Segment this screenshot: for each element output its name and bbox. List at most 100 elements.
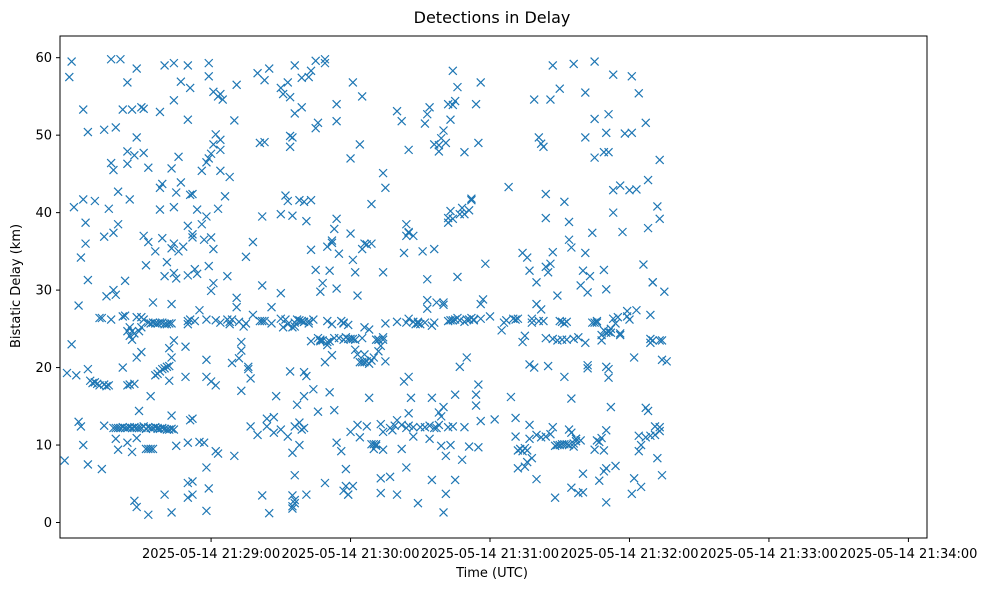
data-point <box>308 384 318 394</box>
data-point <box>511 413 521 423</box>
data-point <box>278 322 288 332</box>
data-point <box>439 126 448 135</box>
data-point <box>380 318 390 328</box>
data-point <box>132 433 142 443</box>
data-point <box>548 61 558 70</box>
data-point <box>188 232 197 242</box>
data-point <box>215 318 225 328</box>
data-point <box>113 445 123 455</box>
data-point <box>357 92 367 101</box>
data-point <box>511 432 521 441</box>
data-point <box>613 312 623 322</box>
data-point <box>157 233 167 243</box>
data-point <box>106 315 116 324</box>
data-point <box>136 322 146 332</box>
data-point <box>346 229 355 238</box>
data-point <box>111 122 121 132</box>
data-point <box>636 440 646 450</box>
data-point <box>301 371 311 381</box>
data-point <box>246 373 256 383</box>
data-point <box>392 317 402 327</box>
y-tick-label: 50 <box>35 129 52 144</box>
data-point <box>348 334 358 344</box>
data-point <box>148 444 158 454</box>
data-point <box>320 54 330 64</box>
data-point <box>460 422 469 432</box>
data-point <box>139 104 149 114</box>
data-point <box>606 402 616 412</box>
data-point <box>439 298 448 307</box>
data-point <box>629 473 639 483</box>
data-point <box>181 372 190 382</box>
data-point <box>64 72 74 82</box>
data-point <box>450 96 460 106</box>
data-point <box>164 318 174 328</box>
data-point <box>232 293 242 303</box>
data-point <box>90 196 100 206</box>
data-point <box>343 320 353 330</box>
data-point <box>501 315 511 325</box>
data-point <box>457 203 467 213</box>
data-point <box>387 425 397 435</box>
data-point <box>143 510 153 520</box>
data-point <box>204 153 214 163</box>
data-point <box>169 202 179 212</box>
data-point <box>167 353 176 362</box>
data-point <box>104 380 114 390</box>
data-point <box>576 281 586 290</box>
data-point <box>329 405 339 415</box>
data-point <box>620 129 630 139</box>
data-point <box>267 318 276 328</box>
data-point <box>192 205 202 214</box>
data-point <box>450 475 460 485</box>
x-tick-label: 2025-05-14 21:31:00 <box>421 547 559 562</box>
data-point <box>466 194 476 204</box>
data-point <box>615 330 625 340</box>
data-point <box>264 64 274 73</box>
y-tick-label: 20 <box>35 361 52 376</box>
data-point <box>580 133 590 142</box>
data-point <box>276 83 286 93</box>
data-point <box>290 61 300 70</box>
data-point <box>606 328 616 338</box>
data-point <box>348 255 358 265</box>
data-point <box>134 406 144 416</box>
data-point <box>301 490 311 500</box>
data-point <box>585 271 595 281</box>
data-point <box>188 414 197 424</box>
data-point <box>76 422 86 431</box>
data-point <box>183 493 193 503</box>
chart-title: Detections in Delay <box>414 8 571 27</box>
data-point <box>185 315 195 324</box>
data-point <box>129 496 139 506</box>
data-point <box>127 105 137 115</box>
data-point <box>78 105 88 115</box>
data-point <box>143 237 153 247</box>
data-point <box>436 441 446 451</box>
data-point <box>378 427 388 437</box>
y-tick-label: 0 <box>44 516 52 531</box>
data-point <box>294 440 304 450</box>
data-point <box>455 362 465 372</box>
data-point <box>232 302 242 312</box>
x-tick-label: 2025-05-14 21:29:00 <box>142 547 280 562</box>
data-point <box>208 140 218 149</box>
data-point <box>350 267 360 277</box>
data-point <box>188 477 197 486</box>
data-point <box>601 463 611 473</box>
data-point <box>211 380 221 390</box>
data-point <box>525 434 534 444</box>
data-point <box>95 313 104 323</box>
data-point <box>225 319 235 329</box>
data-point <box>355 432 365 442</box>
data-point <box>353 291 362 300</box>
data-point <box>652 202 662 211</box>
data-point <box>362 422 372 431</box>
data-point <box>555 84 565 94</box>
data-point <box>441 451 451 461</box>
data-point <box>288 211 297 221</box>
data-point <box>429 423 439 433</box>
data-point <box>448 214 458 224</box>
data-point <box>169 58 179 68</box>
data-point <box>132 502 142 512</box>
